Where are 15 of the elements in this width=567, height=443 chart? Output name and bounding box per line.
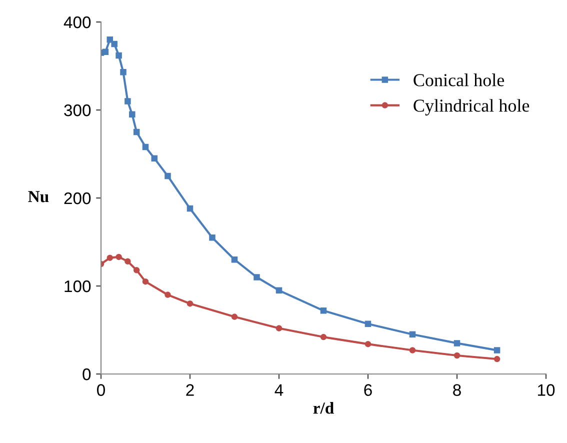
y-tick-label: 300 bbox=[64, 104, 91, 116]
legend-label: Conical hole bbox=[414, 74, 504, 86]
y-tick-label: 100 bbox=[64, 280, 91, 292]
x-tick-label: 6 bbox=[364, 384, 372, 396]
y-tick-label: 400 bbox=[64, 16, 91, 28]
x-axis-title: r/d bbox=[313, 402, 334, 414]
x-tick-label: 0 bbox=[97, 384, 105, 396]
y-tick-label: 200 bbox=[64, 192, 91, 204]
legend-label: Cylindrical hole bbox=[414, 99, 530, 116]
x-tick-label: 8 bbox=[453, 384, 461, 396]
x-tick-label: 2 bbox=[186, 384, 194, 396]
x-tick-label: 10 bbox=[538, 384, 555, 396]
y-axis-title: Nu bbox=[28, 191, 49, 202]
y-tick-label: 0 bbox=[82, 368, 91, 380]
x-tick-label: 4 bbox=[274, 384, 284, 396]
